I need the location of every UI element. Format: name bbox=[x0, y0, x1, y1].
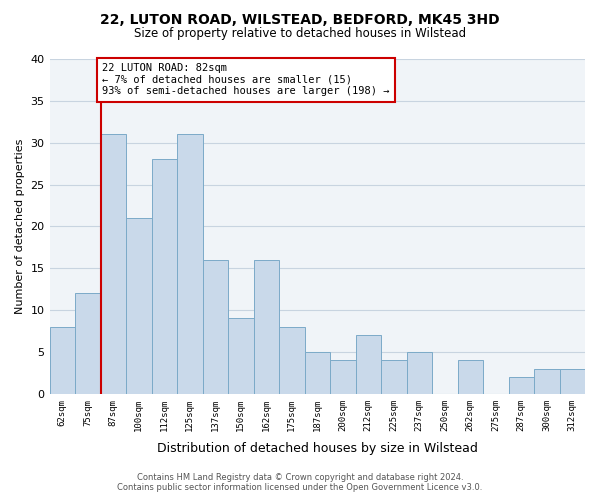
Bar bbox=[50, 327, 75, 394]
Bar bbox=[152, 160, 177, 394]
Bar bbox=[75, 294, 101, 394]
Bar bbox=[101, 134, 126, 394]
Bar bbox=[458, 360, 483, 394]
Bar bbox=[177, 134, 203, 394]
Y-axis label: Number of detached properties: Number of detached properties bbox=[15, 138, 25, 314]
Bar bbox=[381, 360, 407, 394]
Bar bbox=[126, 218, 152, 394]
Bar bbox=[203, 260, 228, 394]
Bar bbox=[356, 335, 381, 394]
Bar bbox=[254, 260, 279, 394]
Text: Size of property relative to detached houses in Wilstead: Size of property relative to detached ho… bbox=[134, 28, 466, 40]
Bar bbox=[279, 327, 305, 394]
Bar bbox=[330, 360, 356, 394]
Bar bbox=[407, 352, 432, 394]
Text: Contains HM Land Registry data © Crown copyright and database right 2024.
Contai: Contains HM Land Registry data © Crown c… bbox=[118, 473, 482, 492]
Bar bbox=[560, 368, 585, 394]
Bar bbox=[228, 318, 254, 394]
Bar bbox=[509, 377, 534, 394]
Text: 22, LUTON ROAD, WILSTEAD, BEDFORD, MK45 3HD: 22, LUTON ROAD, WILSTEAD, BEDFORD, MK45 … bbox=[100, 12, 500, 26]
Text: 22 LUTON ROAD: 82sqm
← 7% of detached houses are smaller (15)
93% of semi-detach: 22 LUTON ROAD: 82sqm ← 7% of detached ho… bbox=[102, 63, 389, 96]
X-axis label: Distribution of detached houses by size in Wilstead: Distribution of detached houses by size … bbox=[157, 442, 478, 455]
Bar bbox=[305, 352, 330, 394]
Bar bbox=[534, 368, 560, 394]
